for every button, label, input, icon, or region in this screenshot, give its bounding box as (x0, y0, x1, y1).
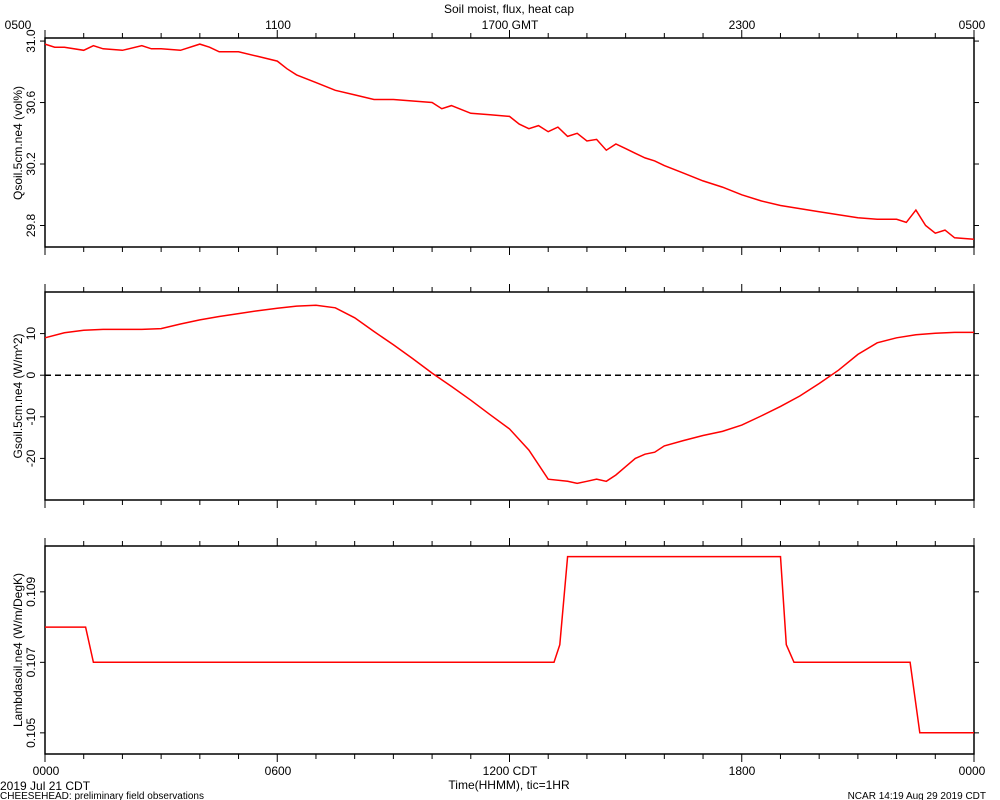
y-ticks: 0.109 0.107 0.105 (24, 576, 979, 748)
y-axis-label: Gsoil.5cm.ne4 (W/m^2) (11, 334, 25, 459)
y-ticks: 10 0 -10 -20 (24, 327, 979, 467)
x-axis-title: Time(HHMM), tic=1HR (448, 778, 570, 792)
y-tick-label: 10 (24, 327, 38, 341)
top-axis-label: 0500 (5, 18, 32, 32)
footer-date: 2019 Jul 21 CDT (0, 779, 91, 793)
footer-project: CHEESEHEAD: preliminary field observatio… (0, 791, 204, 800)
y-tick-label: 0.105 (24, 718, 38, 748)
panel-frame (44, 37, 975, 248)
y-tick-label: -20 (24, 449, 38, 467)
y-tick-label: 30.6 (24, 91, 38, 115)
y-tick-label: 29.8 (24, 213, 38, 237)
series-line-thermal-conductivity (45, 555, 974, 734)
top-axis-label: 1100 (265, 18, 291, 32)
x-ticks (44, 538, 975, 762)
y-axis-label: Lambdasoil.ne4 (W/m/DegK) (11, 573, 25, 727)
y-ticks: 31.0 30.6 30.2 29.8 (24, 29, 979, 237)
y-tick-label: 31.0 (24, 29, 38, 53)
panel-frame (44, 545, 975, 755)
y-tick-label: 0.109 (24, 576, 38, 606)
x-ticks (44, 284, 975, 508)
bottom-axis-label: 1200 CDT (483, 764, 538, 778)
y-tick-label: 0 (24, 372, 38, 379)
y-tick-label: 30.2 (24, 152, 38, 176)
bottom-axis-label: 1800 (729, 764, 756, 778)
footer-stamp: NCAR 14:19 Aug 29 2019 CDT (848, 791, 986, 800)
chart-title: Soil moist, flux, heat cap (444, 2, 574, 16)
y-tick-label: 0.107 (24, 647, 38, 677)
series-line-soil-moisture (44, 43, 975, 241)
panel-thermal-conductivity: 0.109 0.107 0.105 Lambdasoil.ne4 (W/m/DegK… (11, 538, 979, 762)
y-tick-label: -10 (24, 408, 38, 426)
series-line-soil-heat-flux (44, 304, 974, 485)
bottom-axis-label: 0000 (33, 764, 60, 778)
top-axis-label: 0500 (959, 18, 986, 32)
panel-soil-moisture: 31.0 30.6 30.2 29.8 Qsoil.5cm.ne4 (vol%) (11, 29, 979, 255)
bottom-axis-label: 0000 (959, 764, 986, 778)
bottom-axis-label: 0600 (265, 764, 292, 778)
top-axis-label: 2300 (729, 18, 756, 32)
x-ticks (44, 30, 975, 255)
panel-soil-heat-flux: 10 0 -10 -20 Gsoil.5cm.ne4 (W/m^2) (11, 284, 979, 508)
y-axis-label: Qsoil.5cm.ne4 (vol%) (11, 86, 25, 200)
top-axis-label: 1700 GMT (482, 18, 539, 32)
